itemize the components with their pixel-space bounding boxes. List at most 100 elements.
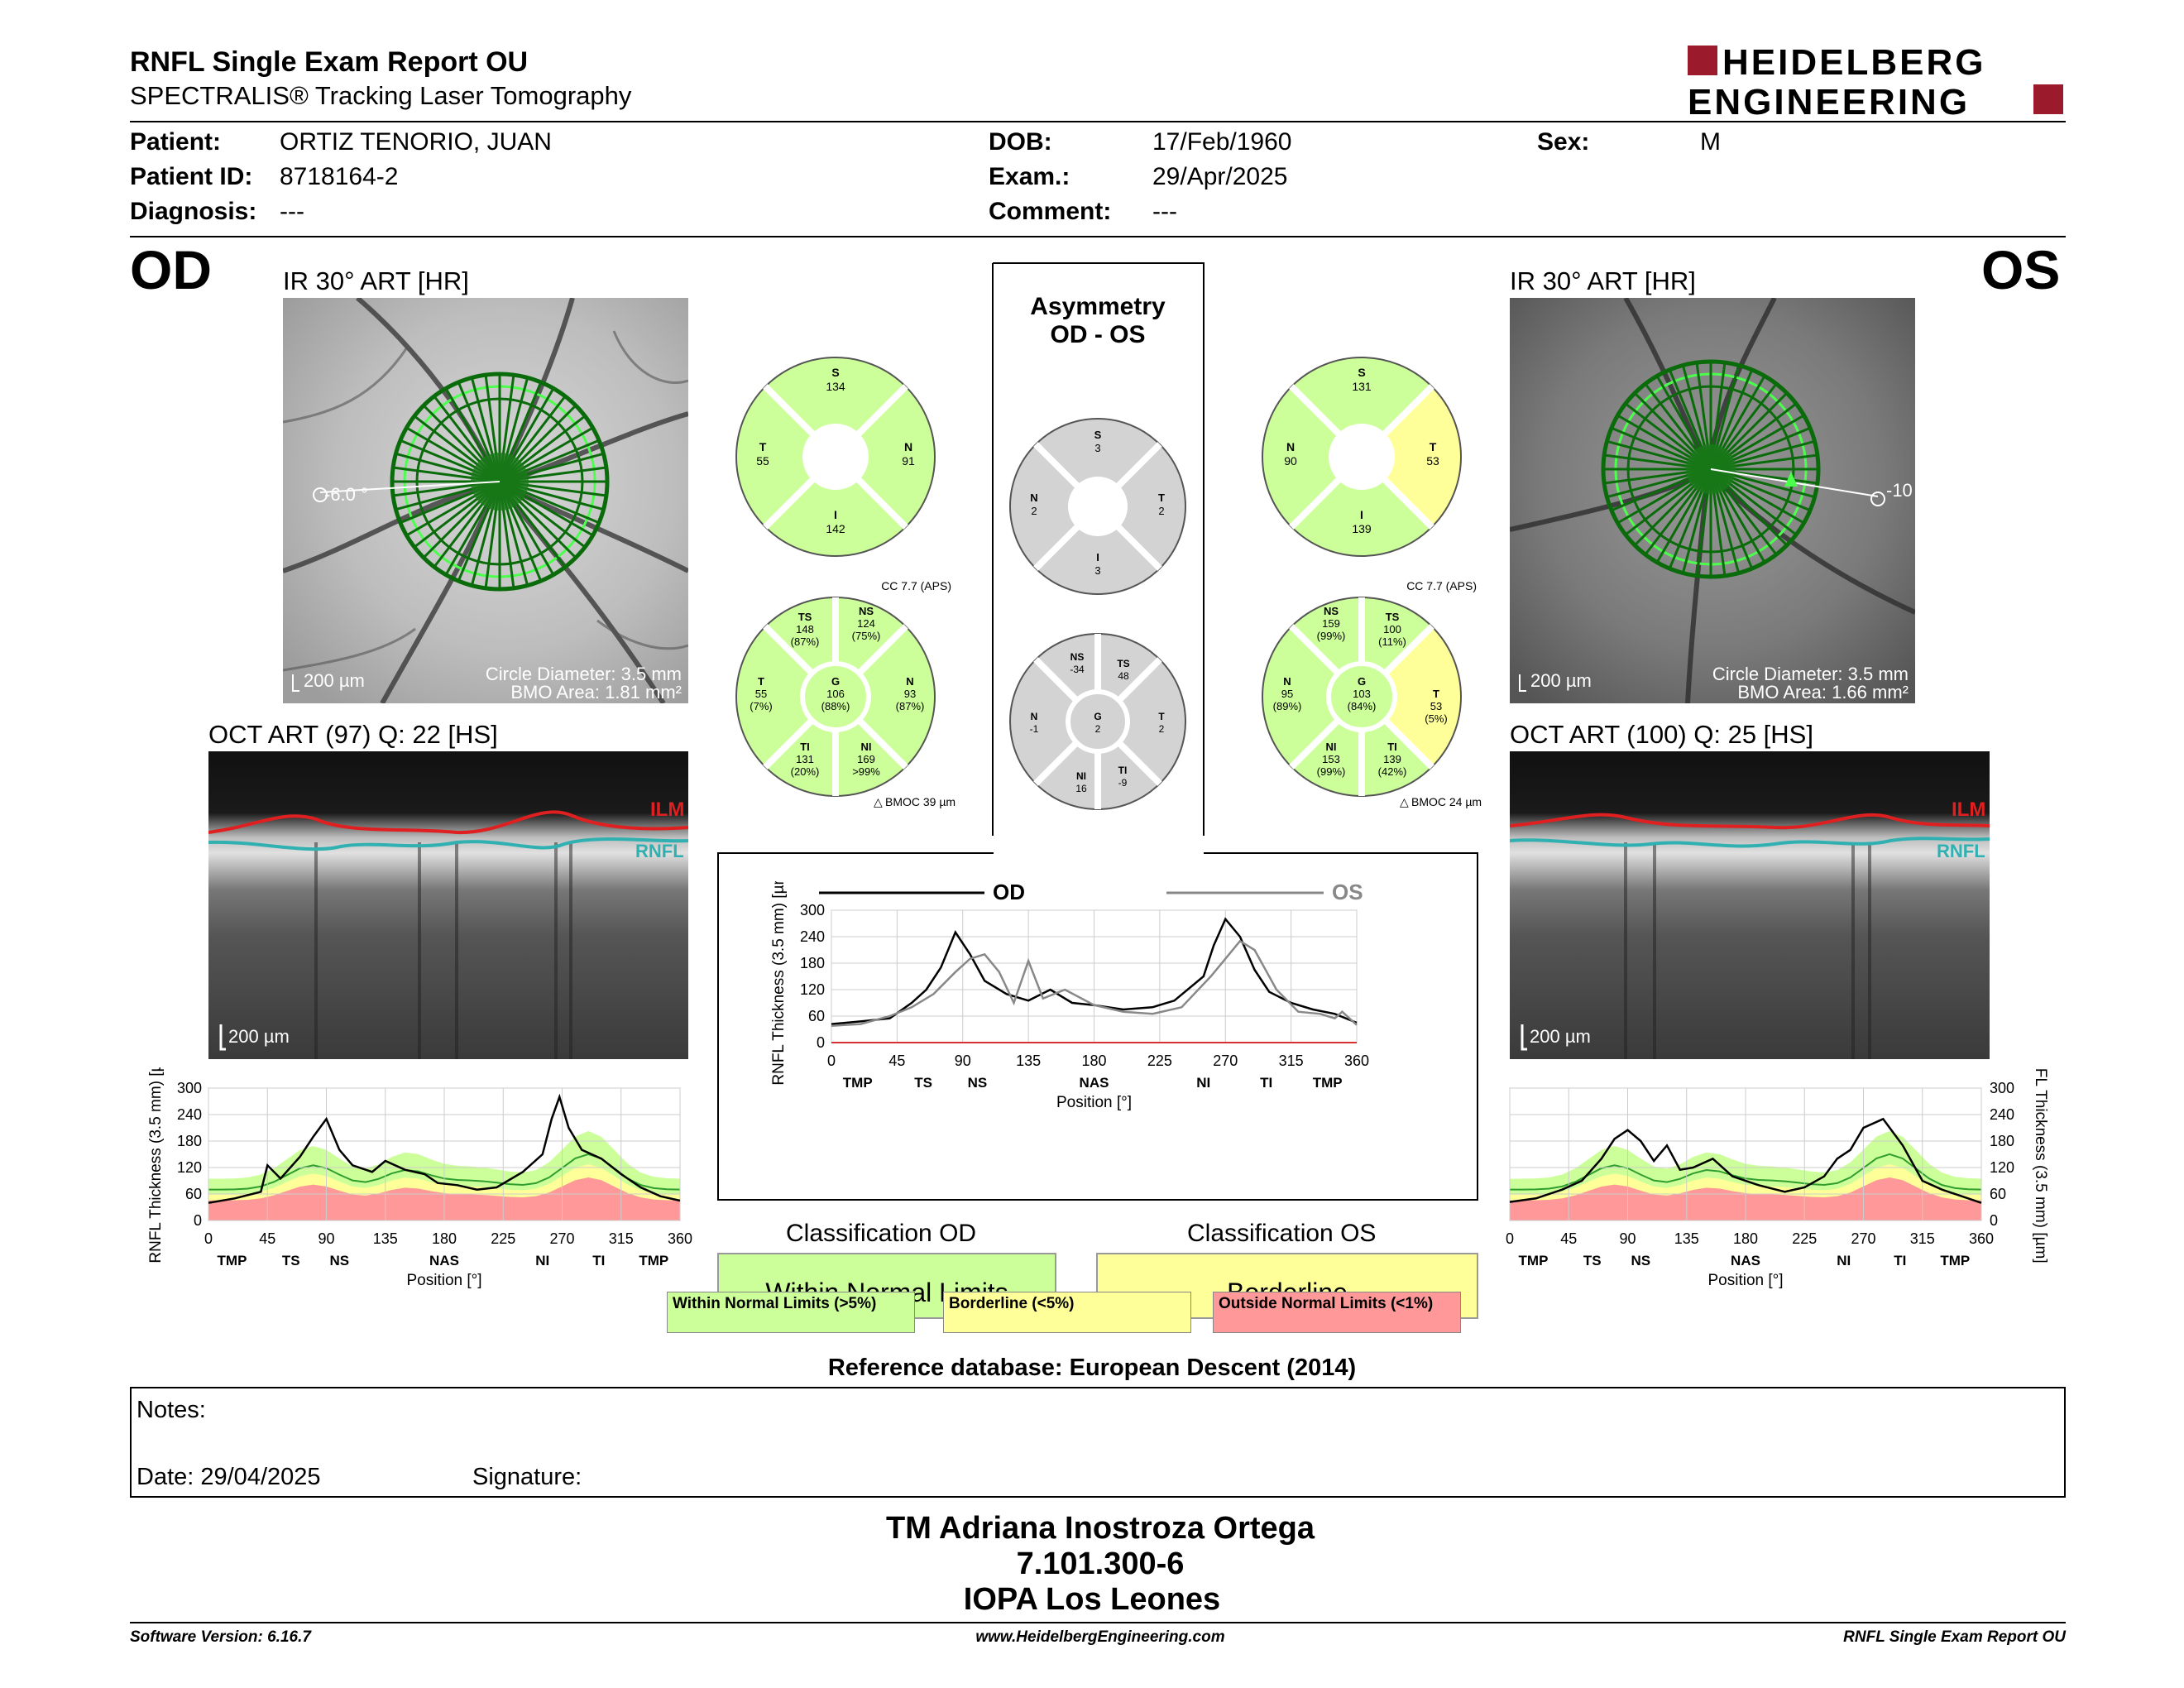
os-sector-header: CC 7.7 (APS) — [1406, 579, 1477, 592]
os-sector-chart: CC 7.7 (APS) NS 159 (99%) TS 100 (11%) N… — [1262, 579, 1482, 808]
od-quad-n: 91 — [902, 454, 915, 468]
y-tick-label: 300 — [1990, 1080, 2014, 1096]
svg-text:TS: TS — [1386, 611, 1400, 623]
os-ir-bmo-area: BMO Area: 1.66 mm² — [1737, 682, 1909, 703]
sector-tick-label: TMP — [1313, 1075, 1343, 1091]
svg-text:T: T — [1430, 440, 1437, 453]
od-sector-footer: BMOC 39 µm — [885, 795, 956, 808]
os-ir-circle-diameter: Circle Diameter: 3.5 mm — [1712, 664, 1909, 684]
svg-text:NI: NI — [1326, 741, 1337, 753]
y-tick-label: 300 — [177, 1080, 202, 1096]
svg-text:G: G — [1094, 711, 1101, 722]
y-tick-label: 120 — [800, 981, 825, 998]
diagnosis-label: Diagnosis: — [130, 198, 257, 225]
svg-text:NI: NI — [1076, 770, 1086, 782]
os-sec-ti-val: 139 — [1383, 753, 1401, 765]
asym-sec-t: 2 — [1159, 723, 1165, 735]
asym-quad-s: 3 — [1094, 442, 1100, 454]
os-ir-caption: IR 30° ART [HR] — [1510, 266, 1696, 295]
x-tick-label: 45 — [1560, 1230, 1577, 1247]
od-sec-g-val: 106 — [826, 688, 845, 700]
svg-text:TS: TS — [798, 611, 812, 623]
y-tick-label: 120 — [1990, 1159, 2014, 1176]
patient-value: ORTIZ TENORIO, JUAN — [280, 128, 552, 156]
os-sec-ns-pct: (99%) — [1317, 630, 1346, 642]
sector-tick-label: TMP — [843, 1075, 873, 1091]
os-sec-t-pct: (5%) — [1425, 712, 1447, 725]
od-ir-image: -6.0 ° 200 µm Circle Diameter: 3.5 mm BM… — [282, 295, 690, 705]
sector-tick-label: TI — [592, 1253, 605, 1268]
svg-text:N: N — [1030, 492, 1037, 504]
report-title: RNFL Single Exam Report OU — [130, 46, 529, 78]
os-sec-g-pct: (84%) — [1348, 700, 1377, 712]
x-tick-label: 0 — [204, 1230, 213, 1247]
sector-tick-label: NI — [1837, 1253, 1851, 1268]
y-tick-label: 240 — [800, 928, 825, 945]
svg-text:△: △ — [874, 795, 883, 808]
svg-text:I: I — [1096, 551, 1099, 563]
series-line-os — [831, 939, 1358, 1027]
od-ir-circle-diameter: Circle Diameter: 3.5 mm — [486, 664, 682, 684]
legend-normal: Within Normal Limits (>5%) — [667, 1292, 915, 1333]
svg-text:N: N — [1031, 711, 1038, 722]
x-axis-label: Position [°] — [1056, 1094, 1132, 1111]
y-tick-label: 120 — [177, 1159, 202, 1176]
svg-text:TI: TI — [800, 741, 810, 753]
y-tick-label: 180 — [177, 1133, 202, 1149]
svg-text:T: T — [1433, 688, 1439, 700]
od-ir-angle: -6.0 ° — [324, 484, 368, 505]
os-sec-ti-pct: (42%) — [1378, 765, 1407, 778]
sector-tick-label: NS — [1631, 1253, 1651, 1268]
od-sec-ts-val: 148 — [796, 623, 814, 635]
x-tick-label: 45 — [259, 1230, 275, 1247]
svg-text:N: N — [1283, 675, 1291, 688]
asym-sec-n: -1 — [1030, 723, 1039, 735]
series-line-os — [1509, 1117, 1982, 1204]
comment-label: Comment: — [989, 198, 1112, 225]
x-tick-label: 270 — [549, 1230, 574, 1247]
x-tick-label: 135 — [1016, 1053, 1041, 1069]
y-tick-label: 60 — [808, 1008, 825, 1024]
od-ir-caption: IR 30° ART [HR] — [283, 266, 469, 295]
od-oct-caption: OCT ART (97) Q: 22 [HS] — [208, 720, 498, 749]
os-label: OS — [1981, 239, 2061, 300]
sector-tick-label: TI — [1894, 1253, 1906, 1268]
od-quad-t: 55 — [756, 454, 769, 468]
sector-tick-label: TMP — [218, 1253, 247, 1268]
y-tick-label: 180 — [1990, 1133, 2014, 1149]
os-ir-image: -10 200 µm Circle Diameter: 3.5 mm BMO A… — [1509, 296, 1917, 704]
svg-text:NS: NS — [1324, 605, 1339, 617]
sector-tick-label: NAS — [1080, 1075, 1109, 1091]
od-sector-chart: CC 7.7 (APS) TS 148 (87%) NS 124 (75%) T… — [735, 579, 956, 808]
os-thickness-chart: 0 60 120 180 240 300 0 45 90 135 180 225 270 315 360 TM… — [1506, 1067, 2049, 1289]
od-ilm-label: ILM — [650, 798, 684, 821]
x-tick-label: 225 — [1792, 1230, 1817, 1247]
svg-text:TI: TI — [1387, 741, 1397, 753]
classification-os-title: Classification OS — [1187, 1220, 1377, 1247]
os-sector-footer: BMOC 24 µm — [1411, 795, 1482, 808]
legend-borderline: Borderline (<5%) — [943, 1292, 1191, 1333]
svg-text:T: T — [1158, 492, 1165, 504]
dob-value: 17/Feb/1960 — [1152, 128, 1292, 156]
asym-quad-i: 3 — [1094, 564, 1100, 577]
svg-text:N: N — [906, 675, 913, 688]
sector-tick-label: TMP — [1940, 1253, 1970, 1268]
legend-os-label: OS — [1332, 881, 1363, 904]
sector-tick-label: TMP — [1519, 1253, 1549, 1268]
exam-label: Exam.: — [989, 163, 1070, 190]
logo-graphic: HEIDELBERG ENGINEERING — [1688, 42, 2063, 122]
sector-tick-label: NS — [330, 1253, 350, 1268]
x-tick-label: 315 — [1279, 1053, 1304, 1069]
svg-text:S: S — [831, 366, 839, 379]
os-sec-ns-val: 159 — [1322, 617, 1340, 630]
svg-text:G: G — [831, 675, 840, 688]
y-tick-label: 0 — [194, 1212, 202, 1229]
od-sec-ns-val: 124 — [857, 617, 875, 630]
sex-label: Sex: — [1537, 128, 1590, 156]
asymmetry-chart-frame — [717, 853, 1478, 1201]
footer-website[interactable]: www.HeidelbergEngineering.com — [975, 1628, 1225, 1646]
sector-tick-label: TS — [914, 1075, 932, 1091]
footer-report-name: RNFL Single Exam Report OU — [1843, 1628, 2066, 1646]
od-sec-g-pct: (88%) — [821, 700, 850, 712]
svg-text:I: I — [1360, 508, 1363, 521]
